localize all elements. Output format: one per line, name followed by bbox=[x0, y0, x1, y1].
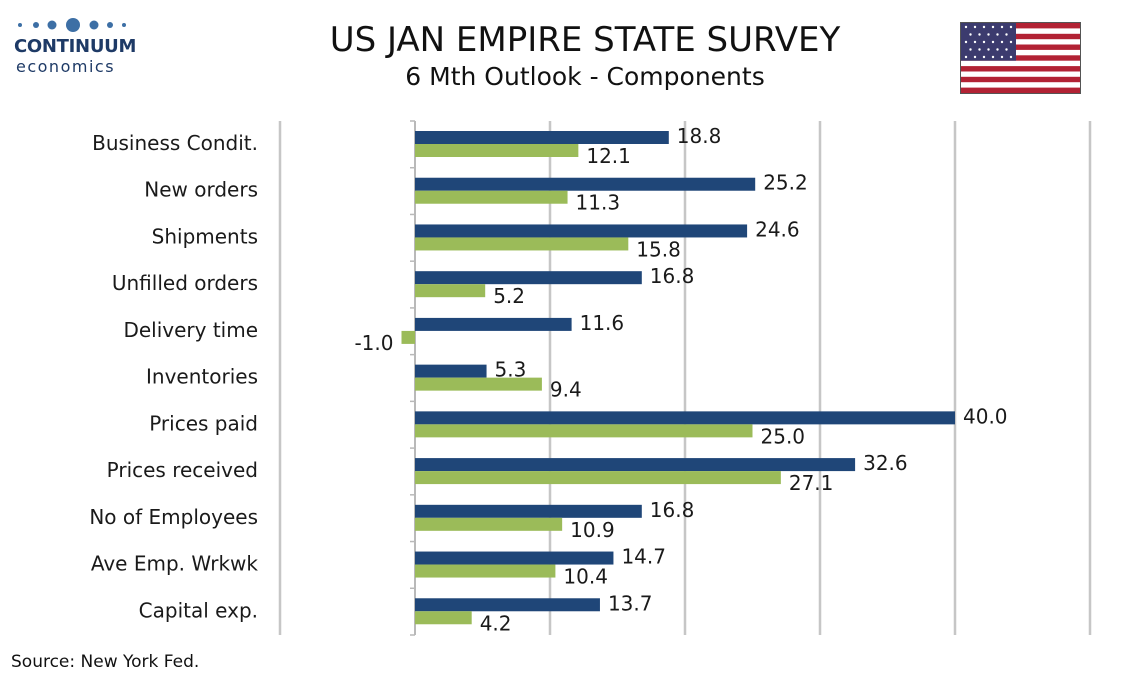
bar-series-1 bbox=[415, 551, 614, 565]
bar-series-1 bbox=[415, 224, 748, 238]
bar-series-1 bbox=[415, 177, 756, 191]
bar-series-2 bbox=[415, 471, 781, 485]
data-label: 11.6 bbox=[580, 311, 625, 335]
bar-series-2 bbox=[415, 284, 486, 298]
data-label: 9.4 bbox=[550, 378, 582, 402]
bar-series-2 bbox=[415, 144, 579, 157]
data-label: 24.6 bbox=[755, 217, 800, 241]
us-flag-icon bbox=[960, 22, 1081, 94]
data-label: 32.6 bbox=[863, 451, 908, 475]
bar-series-1 bbox=[415, 411, 955, 425]
data-label: 25.0 bbox=[761, 424, 806, 448]
brand-logo: CONTINUUM economics bbox=[14, 14, 137, 76]
data-label: 11.3 bbox=[576, 191, 621, 215]
bar-series-2 bbox=[415, 377, 542, 391]
data-label: 18.8 bbox=[677, 124, 722, 148]
bar-series-2 bbox=[415, 237, 629, 251]
bar-series-1 bbox=[415, 317, 572, 331]
data-label: 40.0 bbox=[963, 404, 1008, 428]
bar-series-2 bbox=[415, 517, 563, 531]
data-label: 10.4 bbox=[563, 565, 608, 589]
category-label: Prices paid bbox=[149, 411, 258, 435]
bar-series-2 bbox=[415, 190, 568, 204]
category-label: Capital exp. bbox=[139, 598, 258, 622]
source-note: Source: New York Fed. bbox=[11, 652, 200, 672]
logo-dots-icon bbox=[18, 18, 126, 32]
bar-series-2 bbox=[415, 424, 753, 438]
data-label: 12.1 bbox=[586, 144, 631, 168]
bar-series-2 bbox=[415, 564, 556, 578]
category-label: No of Employees bbox=[89, 505, 258, 529]
data-label: 25.2 bbox=[763, 171, 808, 195]
logo-name: CONTINUUM bbox=[14, 36, 137, 57]
data-label: 5.2 bbox=[493, 284, 525, 308]
data-label: 13.7 bbox=[608, 591, 653, 615]
category-label: Inventories bbox=[146, 365, 258, 389]
chart-subtitle: 6 Mth Outlook - Components bbox=[405, 62, 765, 91]
logo-subtitle: economics bbox=[16, 57, 116, 76]
data-label: 14.7 bbox=[621, 545, 666, 569]
data-label: 27.1 bbox=[789, 471, 834, 495]
category-label: Shipments bbox=[152, 224, 258, 248]
bar-series-2 bbox=[415, 611, 472, 625]
data-label: 16.8 bbox=[650, 264, 695, 288]
category-label: Delivery time bbox=[123, 318, 258, 342]
category-label: Prices received bbox=[107, 458, 258, 482]
bar-series-1 bbox=[415, 271, 642, 285]
category-label: Ave Emp. Wrkwk bbox=[91, 552, 259, 576]
data-label: 16.8 bbox=[650, 498, 695, 522]
data-label: 15.8 bbox=[636, 237, 681, 261]
bar-series-2 bbox=[401, 330, 415, 344]
category-label: Unfilled orders bbox=[112, 271, 258, 295]
bar-series-1 bbox=[415, 598, 600, 612]
category-label: Business Condit. bbox=[92, 131, 258, 155]
category-label: New orders bbox=[144, 178, 258, 202]
data-label: 4.2 bbox=[480, 611, 512, 635]
chart-title: US JAN EMPIRE STATE SURVEY bbox=[329, 20, 841, 60]
data-label: 10.9 bbox=[570, 518, 615, 542]
bar-series-1 bbox=[415, 131, 669, 144]
data-label: -1.0 bbox=[354, 331, 393, 355]
bar-series-1 bbox=[415, 364, 487, 378]
bar-series-1 bbox=[415, 504, 642, 518]
bar-series-1 bbox=[415, 458, 856, 472]
